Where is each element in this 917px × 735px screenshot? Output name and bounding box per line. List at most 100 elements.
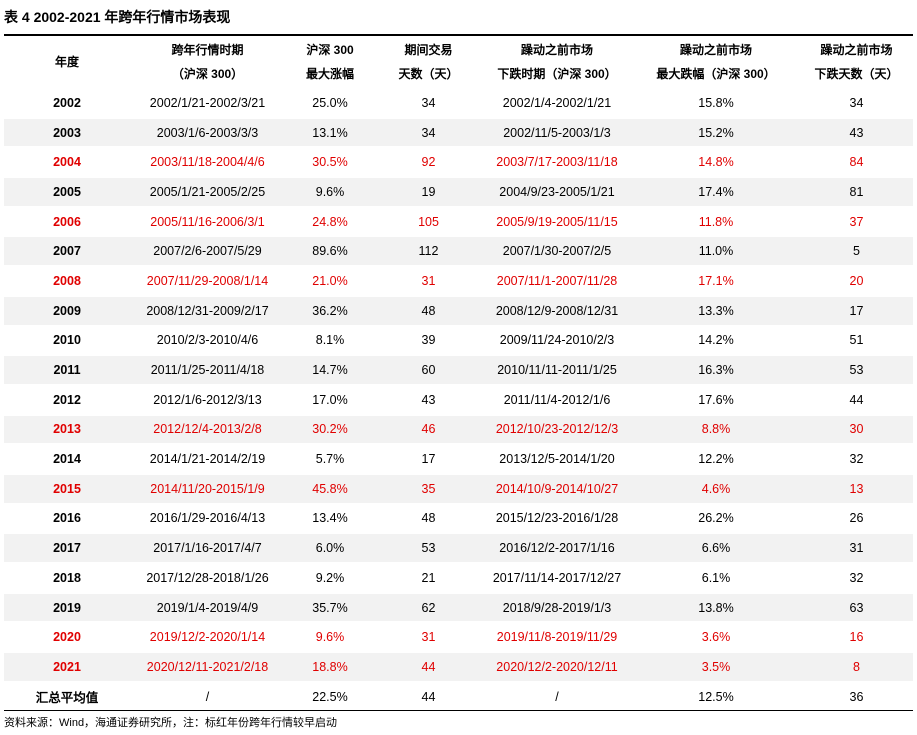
table-cell: 53: [375, 532, 482, 563]
table-cell: 112: [375, 235, 482, 267]
table-cell: 48: [375, 294, 482, 326]
table-row: 2006 2005/11/16-2006/3/1 24.8% 105 2005/9/19…: [4, 205, 913, 237]
table-cell: 2014/11/20-2015/1/9: [130, 472, 285, 504]
header-text: 躁动之前市场: [679, 42, 752, 57]
table-cell: 8: [800, 651, 913, 682]
table-cell: 2012/12/4-2013/2/8: [130, 413, 285, 445]
table-cell: 32: [800, 443, 913, 474]
table-cell: 14.7%: [285, 354, 375, 385]
table-cell: 2008/12/9-2008/12/31: [482, 294, 632, 326]
table-cell: 51: [800, 324, 913, 356]
table-cell: 17.6%: [632, 383, 800, 415]
table-cell: 2017/1/16-2017/4/7: [130, 532, 285, 563]
table-cell: 5: [800, 235, 913, 267]
table-cell: 63: [800, 591, 913, 623]
table-cell: 43: [800, 116, 913, 148]
header-text: 下跌时期（沪深 300）: [497, 66, 617, 81]
row-label: 2008: [4, 265, 130, 296]
table-cell: 2003/7/17-2003/11/18: [482, 146, 632, 178]
table-cell: 43: [375, 383, 482, 415]
table-cell: 2007/1/30-2007/2/5: [482, 235, 632, 267]
row-label: 2017: [4, 532, 130, 563]
table-cell: 19: [375, 176, 482, 207]
table-cell: 2011/1/25-2011/4/18: [130, 354, 285, 385]
row-label: 汇总平均值: [4, 680, 130, 712]
table-cell: 2017/12/28-2018/1/26: [130, 562, 285, 593]
table-cell: 2019/11/8-2019/11/29: [482, 621, 632, 653]
table-cell: 17.0%: [285, 383, 375, 415]
table-cell: 92: [375, 146, 482, 178]
table-cell: 2012/1/6-2012/3/13: [130, 383, 285, 415]
table-cell: 44: [375, 680, 482, 712]
table-cell: 4.6%: [632, 472, 800, 504]
table-cell: 53: [800, 354, 913, 385]
table-cell: 2010/2/3-2010/4/6: [130, 324, 285, 356]
table-cell: 2016/1/29-2016/4/13: [130, 502, 285, 534]
header-text: （沪深 300）: [171, 66, 244, 81]
table-cell: 35: [375, 472, 482, 504]
table-row: 2011 2011/1/25-2011/4/18 14.7% 60 2010/11/11…: [4, 354, 913, 385]
table-cell: 6.0%: [285, 532, 375, 563]
table-cell: 2014/10/9-2014/10/27: [482, 472, 632, 504]
row-label: 2009: [4, 294, 130, 326]
table-cell: 16: [800, 621, 913, 653]
table-cell: 21.0%: [285, 265, 375, 296]
row-label: 2020: [4, 621, 130, 653]
table-cell: 25.0%: [285, 87, 375, 118]
footnote: 资料来源：Wind，海通证券研究所，注：标红年份跨年行情较早启动: [4, 717, 338, 729]
row-label: 2002: [4, 87, 130, 118]
table-cell: 14.2%: [632, 324, 800, 356]
table-cell: 2007/11/29-2008/1/14: [130, 265, 285, 296]
row-label: 2010: [4, 324, 130, 356]
table-cell: 9.2%: [285, 562, 375, 593]
table-cell: 34: [800, 87, 913, 118]
table-cell: 3.6%: [632, 621, 800, 653]
table-cell: 17.4%: [632, 176, 800, 207]
table-cell: 13.3%: [632, 294, 800, 326]
table-title: 表 4 2002-2021 年跨年行情市场表现: [4, 9, 231, 25]
header-row: 年度 跨年行情时期 （沪深 300） 沪深 300 最大涨幅 期间交易 天数（天） 躁动之前市…: [4, 35, 913, 89]
table-cell: 2005/9/19-2005/11/15: [482, 205, 632, 237]
table-cell: 37: [800, 205, 913, 237]
header-cell: 年度: [4, 35, 130, 89]
row-label: 2014: [4, 443, 130, 474]
row-label: 2004: [4, 146, 130, 178]
table-cell: 34: [375, 87, 482, 118]
header-text: 躁动之前市场: [820, 42, 893, 57]
header-cell: 躁动之前市场 下跌时期（沪深 300）: [482, 35, 632, 89]
table-cell: 45.8%: [285, 472, 375, 504]
table-cell: 6.1%: [632, 562, 800, 593]
row-label: 2006: [4, 205, 130, 237]
table-row: 2019 2019/1/4-2019/4/9 35.7% 62 2018/9/28-20…: [4, 591, 913, 623]
table-row: 2017 2017/1/16-2017/4/7 6.0% 53 2016/12/2-20…: [4, 532, 913, 563]
table-cell: 12.5%: [632, 680, 800, 712]
table-row: 2007 2007/2/6-2007/5/29 89.6% 112 2007/1/30-…: [4, 235, 913, 267]
table-cell: 31: [375, 265, 482, 296]
table-cell: 2015/12/23-2016/1/28: [482, 502, 632, 534]
table-cell: 16.3%: [632, 354, 800, 385]
row-label: 2003: [4, 116, 130, 148]
table-cell: /: [482, 680, 632, 712]
row-label: 2021: [4, 651, 130, 682]
table-cell: 31: [800, 532, 913, 563]
table-row: 2008 2007/11/29-2008/1/14 21.0% 31 2007/11/1…: [4, 265, 913, 296]
table-cell: 2010/11/11-2011/1/25: [482, 354, 632, 385]
table-cell: 2005/11/16-2006/3/1: [130, 205, 285, 237]
table-cell: 26.2%: [632, 502, 800, 534]
table-row: 2021 2020/12/11-2021/2/18 18.8% 44 2020/12/2…: [4, 651, 913, 682]
table-cell: 14.8%: [632, 146, 800, 178]
table-cell: 8.8%: [632, 413, 800, 445]
table-row: 2002 2002/1/21-2002/3/21 25.0% 34 2002/1/4-2…: [4, 87, 913, 118]
table-cell: 2018/9/28-2019/1/3: [482, 591, 632, 623]
table-cell: 15.2%: [632, 116, 800, 148]
table-cell: 11.0%: [632, 235, 800, 267]
table-cell: 20: [800, 265, 913, 296]
table-cell: 2020/12/2-2020/12/11: [482, 651, 632, 682]
table-cell: 2002/1/4-2002/1/21: [482, 87, 632, 118]
table-cell: 17: [800, 294, 913, 326]
table-cell: 24.8%: [285, 205, 375, 237]
table-cell: 13: [800, 472, 913, 504]
table-row: 汇总平均值/22.5% 44/12.5% 36: [4, 680, 913, 712]
table-cell: 17.1%: [632, 265, 800, 296]
